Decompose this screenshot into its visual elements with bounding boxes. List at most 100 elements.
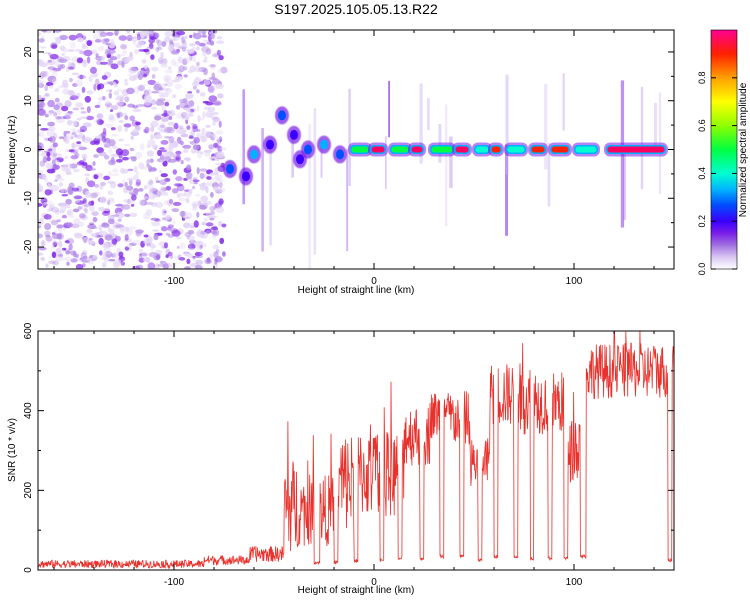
noise-speckle xyxy=(136,33,141,41)
noise-speckle xyxy=(110,105,119,111)
noise-speckle xyxy=(154,115,162,121)
noise-speckle xyxy=(101,38,109,45)
noise-speckle xyxy=(148,252,158,258)
noise-speckle xyxy=(129,147,135,152)
noise-speckle xyxy=(116,111,124,118)
noise-speckle xyxy=(171,50,178,55)
noise-speckle xyxy=(172,188,179,194)
noise-speckle xyxy=(43,214,52,220)
noise-speckle xyxy=(165,214,171,220)
noise-speckle xyxy=(217,69,224,73)
noise-speckle xyxy=(184,115,189,121)
noise-speckle xyxy=(194,265,203,269)
noise-speckle xyxy=(124,81,129,86)
noise-speckle xyxy=(175,236,182,240)
noise-speckle xyxy=(169,113,173,117)
noise-speckle xyxy=(188,99,195,108)
noise-speckle xyxy=(186,125,191,130)
noise-speckle xyxy=(192,125,199,133)
noise-speckle xyxy=(107,197,115,205)
noise-speckle xyxy=(107,59,111,66)
noise-speckle xyxy=(153,233,159,241)
noise-speckle xyxy=(75,134,83,140)
noise-speckle xyxy=(111,133,118,137)
noise-speckle xyxy=(49,85,54,89)
noise-speckle xyxy=(124,57,130,63)
noise-speckle xyxy=(168,136,175,143)
carrier-segment xyxy=(371,146,385,153)
noise-speckle xyxy=(212,78,221,85)
noise-speckle xyxy=(202,111,206,119)
noise-speckle xyxy=(93,83,97,91)
noise-speckle xyxy=(188,244,192,249)
noise-speckle xyxy=(157,98,166,102)
noise-speckle xyxy=(175,176,183,182)
noise-speckle xyxy=(154,219,161,222)
noise-speckle xyxy=(123,199,128,203)
noise-speckle xyxy=(38,233,44,239)
noise-speckle xyxy=(53,104,60,110)
noise-speckle xyxy=(205,48,212,55)
noise-speckle xyxy=(183,222,191,228)
noise-speckle xyxy=(122,49,128,56)
noise-speckle xyxy=(109,197,115,203)
noise-speckle xyxy=(204,217,208,222)
noise-speckle xyxy=(175,157,180,161)
noise-speckle xyxy=(164,83,168,87)
noise-speckle xyxy=(114,203,123,207)
noise-speckle xyxy=(72,128,76,133)
noise-speckle xyxy=(159,169,163,174)
noise-speckle xyxy=(59,34,68,41)
carrier-segment xyxy=(411,146,423,153)
noise-speckle xyxy=(107,116,117,123)
noise-speckle xyxy=(200,135,207,143)
noise-speckle xyxy=(208,95,218,103)
noise-speckle xyxy=(97,173,103,179)
noise-speckle xyxy=(201,243,207,248)
noise-speckle xyxy=(92,216,98,223)
noise-speckle xyxy=(38,38,45,43)
noise-speckle xyxy=(179,101,188,109)
noise-speckle xyxy=(46,156,51,162)
noise-speckle xyxy=(47,183,51,188)
noise-speckle xyxy=(61,164,68,172)
noise-speckle xyxy=(216,137,221,145)
noise-speckle xyxy=(196,105,200,112)
noise-speckle xyxy=(66,210,72,216)
noise-speckle xyxy=(83,208,87,212)
noise-speckle xyxy=(62,88,69,95)
noise-speckle xyxy=(135,151,143,159)
noise-speckle xyxy=(108,159,116,166)
noise-speckle xyxy=(124,127,128,132)
noise-speckle xyxy=(47,200,53,206)
noise-speckle xyxy=(183,35,188,39)
snr-line xyxy=(38,331,674,570)
noise-speckle xyxy=(171,208,180,213)
noise-speckle xyxy=(209,136,218,139)
noise-speckle xyxy=(95,172,104,176)
noise-speckle xyxy=(147,262,156,269)
noise-speckle xyxy=(150,106,157,110)
noise-speckle xyxy=(64,138,70,144)
noise-speckle xyxy=(47,99,55,108)
noise-speckle xyxy=(52,78,57,85)
noise-speckle xyxy=(72,92,76,96)
noise-speckle xyxy=(143,48,150,53)
noise-speckle xyxy=(38,218,44,225)
noise-speckle xyxy=(196,230,205,238)
noise-speckle xyxy=(218,55,224,61)
noise-speckle xyxy=(108,258,116,262)
noise-speckle xyxy=(119,167,125,174)
snr-marks xyxy=(38,331,674,570)
carrier-segment xyxy=(607,146,665,153)
noise-speckle xyxy=(81,86,86,93)
noise-speckle xyxy=(204,258,212,265)
noise-speckle xyxy=(140,69,145,75)
noise-speckle xyxy=(73,232,82,237)
noise-speckle xyxy=(176,105,181,110)
noise-speckle xyxy=(149,158,154,163)
noise-speckle xyxy=(139,143,145,151)
snr-ytick-label: 400 xyxy=(23,402,34,419)
noise-speckle xyxy=(203,106,210,111)
noise-speckle xyxy=(63,135,70,143)
